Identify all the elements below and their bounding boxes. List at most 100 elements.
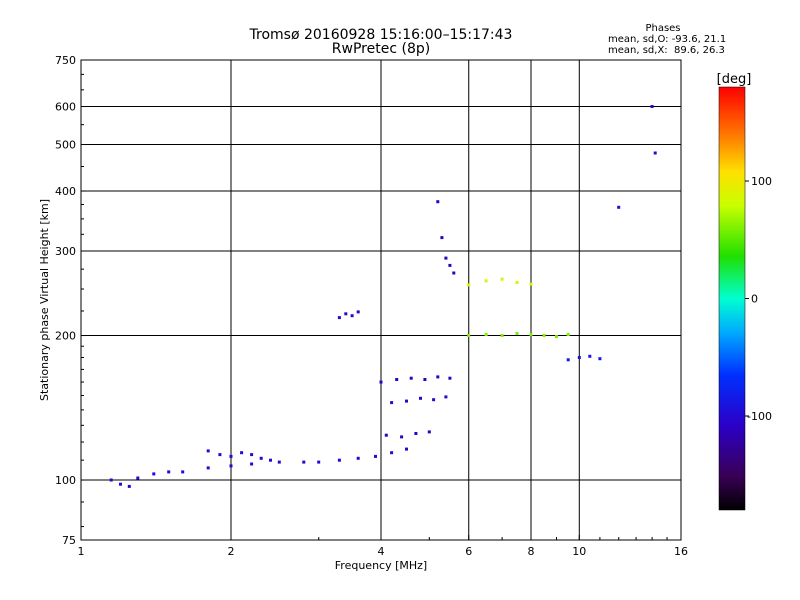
echo-point: [206, 466, 210, 470]
echo-point: [317, 460, 321, 464]
echo-point: [250, 462, 254, 466]
echo-point: [444, 256, 448, 260]
y-tick-label: 500: [55, 139, 76, 152]
colorbar-tick-label: 100: [751, 175, 772, 188]
x-tick-label: 10: [572, 545, 586, 558]
echo-point: [653, 151, 657, 155]
echo-point: [432, 398, 436, 402]
echo-point: [598, 357, 602, 361]
echo-point: [448, 263, 452, 267]
echo-point: [405, 399, 408, 403]
echo-point: [119, 482, 122, 486]
y-tick-label: 750: [55, 54, 76, 67]
echo-point: [440, 236, 444, 240]
echo-point: [379, 380, 383, 384]
echo-point: [577, 356, 581, 359]
echo-point: [395, 378, 399, 381]
echo-point: [427, 430, 431, 434]
x-tick-label: 4: [378, 545, 385, 558]
echo-point: [206, 449, 210, 453]
echo-point: [405, 447, 408, 451]
echo-point: [500, 277, 504, 281]
y-tick-label: 300: [55, 245, 76, 258]
echo-point: [127, 484, 131, 488]
echo-point: [152, 472, 156, 476]
echo-point: [269, 458, 272, 462]
echo-point: [344, 312, 348, 316]
x-tick-label: 8: [528, 545, 535, 558]
echo-point: [650, 105, 654, 108]
echo-point: [218, 453, 222, 457]
echo-point: [259, 456, 263, 460]
echo-point: [436, 375, 440, 379]
echo-point: [390, 451, 394, 455]
echo-point: [500, 334, 504, 337]
y-tick-label: 75: [62, 534, 76, 547]
echo-point: [277, 460, 281, 464]
colorbar-unit-label: [deg]: [716, 72, 752, 87]
x-tick-label: 16: [674, 545, 688, 558]
x-axis-label: Frequency [MHz]: [335, 559, 427, 572]
echo-point: [414, 432, 418, 435]
x-tick-label: 1: [78, 545, 85, 558]
echo-point: [542, 334, 546, 337]
echo-point: [436, 200, 440, 204]
y-axis-label: Stationary phase Virtual Height [km]: [38, 199, 51, 401]
echo-point: [588, 354, 592, 358]
echo-point: [250, 453, 254, 457]
echo-point: [356, 310, 360, 314]
echo-point: [566, 333, 570, 336]
phase-stats-heading: Phases: [645, 23, 681, 34]
echo-point: [167, 470, 171, 474]
y-tick-label: 100: [55, 474, 76, 487]
echo-point: [136, 476, 140, 480]
colorbar-tick-label: 0: [751, 293, 758, 306]
echo-point: [484, 279, 488, 283]
y-tick-label: 200: [55, 330, 76, 343]
axis-ticks: 1 2 4 6 8 10 16 75 100 200 300 400 500 600 750: [55, 54, 688, 558]
phase-stats-o-mode: mean, sd,O: -93.6, 21.1: [608, 34, 727, 45]
echo-point: [448, 376, 452, 380]
echo-point: [384, 433, 388, 437]
echo-point: [617, 205, 621, 209]
echo-point: [181, 470, 185, 474]
echo-point: [555, 335, 558, 339]
echo-point: [467, 283, 471, 287]
x-tick-label: 2: [228, 545, 235, 558]
y-tick-label: 400: [55, 185, 76, 198]
echo-point: [109, 478, 113, 482]
chart-subtitle: RwPretec (8p): [331, 41, 431, 57]
echo-point: [356, 456, 360, 460]
echo-point: [515, 332, 519, 335]
echo-point: [515, 281, 519, 284]
echo-point: [409, 376, 413, 380]
echo-point: [529, 333, 533, 336]
echo-point: [400, 435, 404, 439]
y-tick-label: 600: [55, 101, 76, 114]
grid-lines: [81, 60, 681, 540]
echo-point: [423, 378, 427, 381]
colorbar-tick-label: -100: [747, 410, 772, 423]
echo-point: [337, 458, 341, 462]
echo-point: [337, 316, 341, 320]
echo-point: [566, 358, 570, 362]
echo-point: [484, 333, 488, 336]
echo-point: [529, 282, 533, 286]
echo-point: [350, 314, 354, 318]
echo-point: [374, 454, 377, 458]
echo-point: [452, 271, 456, 275]
echo-point: [419, 396, 422, 400]
x-tick-label: 6: [465, 545, 472, 558]
phase-colorbar: [719, 87, 745, 510]
echo-point: [302, 460, 306, 464]
colorbar-ticks: 100 0 -100: [745, 175, 772, 423]
echo-point: [444, 395, 448, 399]
echo-point: [467, 334, 471, 337]
echo-point: [229, 464, 233, 468]
echo-point: [229, 454, 233, 458]
echo-points: [109, 105, 657, 488]
phase-stats-x-mode: mean, sd,X: 89.6, 26.3: [608, 45, 725, 56]
chart-title: Tromsø 20160928 15:16:00–15:17:43: [249, 27, 513, 43]
echo-point: [240, 451, 244, 455]
